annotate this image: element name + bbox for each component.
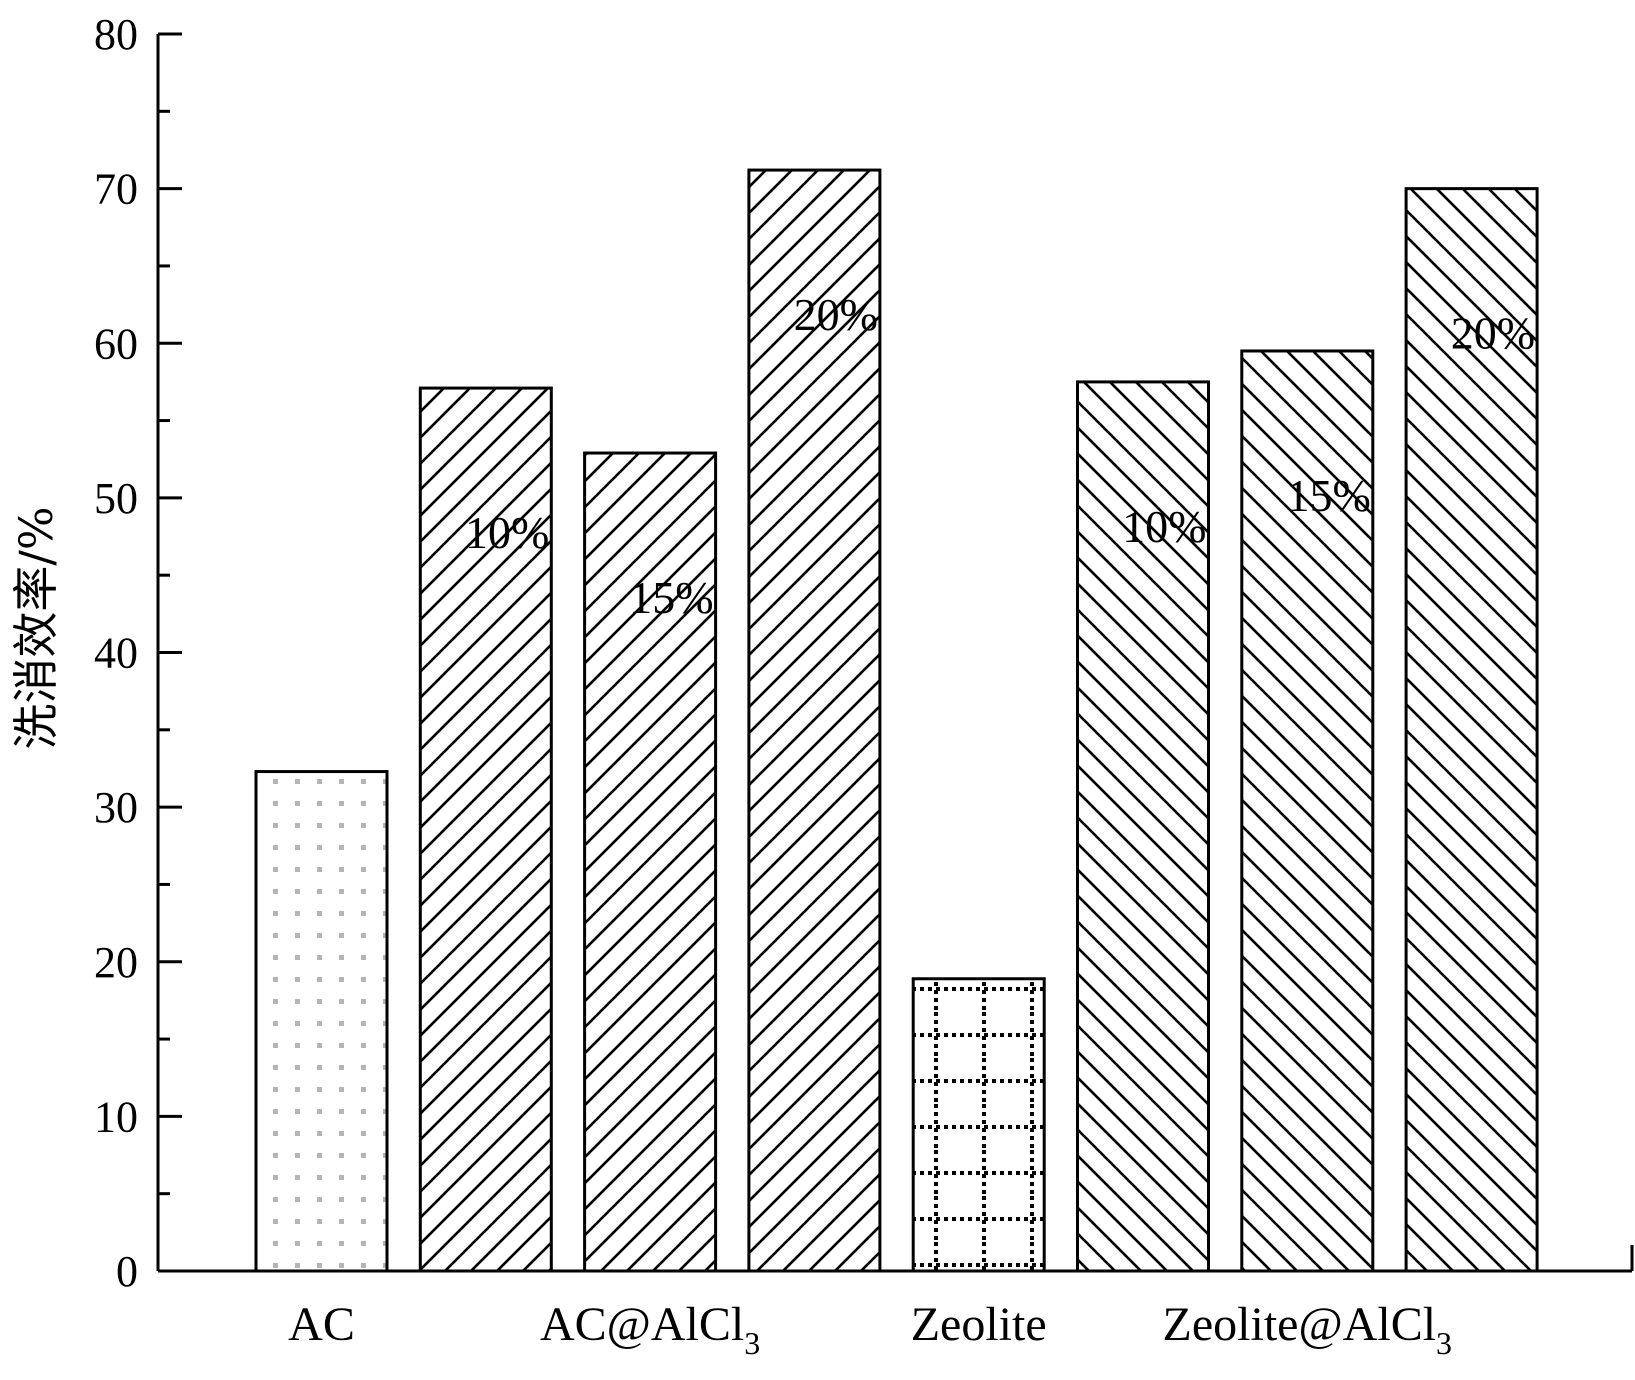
- category-label: AC@AlCl3: [540, 1298, 760, 1361]
- category-label: AC: [288, 1298, 355, 1351]
- bar-percent-label: 15%: [629, 572, 713, 623]
- category-label-text: Zeolite: [911, 1298, 1047, 1351]
- y-tick-label: 60: [94, 319, 138, 368]
- bar-percent-label: 20%: [794, 289, 878, 340]
- y-tick-label: 70: [94, 165, 138, 214]
- bar: [583, 451, 718, 1273]
- bar-percent-label: 20%: [1451, 308, 1535, 359]
- category-label-text: AC: [288, 1298, 355, 1351]
- y-tick-label: 0: [116, 1247, 138, 1296]
- bar: [1404, 187, 1539, 1273]
- y-axis-title: 洗消效率/%: [9, 506, 63, 749]
- bar-percent-label: 10%: [1122, 501, 1206, 552]
- bar: [254, 770, 389, 1273]
- bars: [254, 168, 1539, 1273]
- category-label-text: Zeolite@AlCl: [1163, 1298, 1437, 1351]
- bar: [747, 168, 882, 1273]
- y-tick-label: 80: [94, 10, 138, 59]
- bar-percent-label: 15%: [1286, 470, 1370, 521]
- bar-labels: 10% 15% 20% 10% 15% 20%: [465, 289, 1535, 623]
- y-tick-label: 40: [94, 629, 138, 678]
- category-labels: AC AC@AlCl3 Zeolite Zeolite@AlCl3: [288, 1298, 1452, 1361]
- axes: 0 10 20 30 40 50 60 70 80: [94, 10, 1634, 1296]
- bar: [418, 386, 553, 1273]
- category-label-subscript: 3: [1436, 1325, 1452, 1361]
- category-label-subscript: 3: [744, 1325, 760, 1361]
- bar: [1076, 380, 1210, 1273]
- y-tick-label: 50: [94, 474, 138, 523]
- y-tick-label: 30: [94, 783, 138, 832]
- category-label: Zeolite: [911, 1298, 1047, 1351]
- bar: [911, 977, 1046, 1273]
- bar-percent-label: 10%: [465, 507, 549, 558]
- y-tick-label: 10: [94, 1092, 138, 1141]
- category-label: Zeolite@AlCl3: [1163, 1298, 1453, 1361]
- category-label-text: AC@AlCl: [540, 1298, 744, 1351]
- y-tick-label: 20: [94, 938, 138, 987]
- bar: [1240, 349, 1375, 1273]
